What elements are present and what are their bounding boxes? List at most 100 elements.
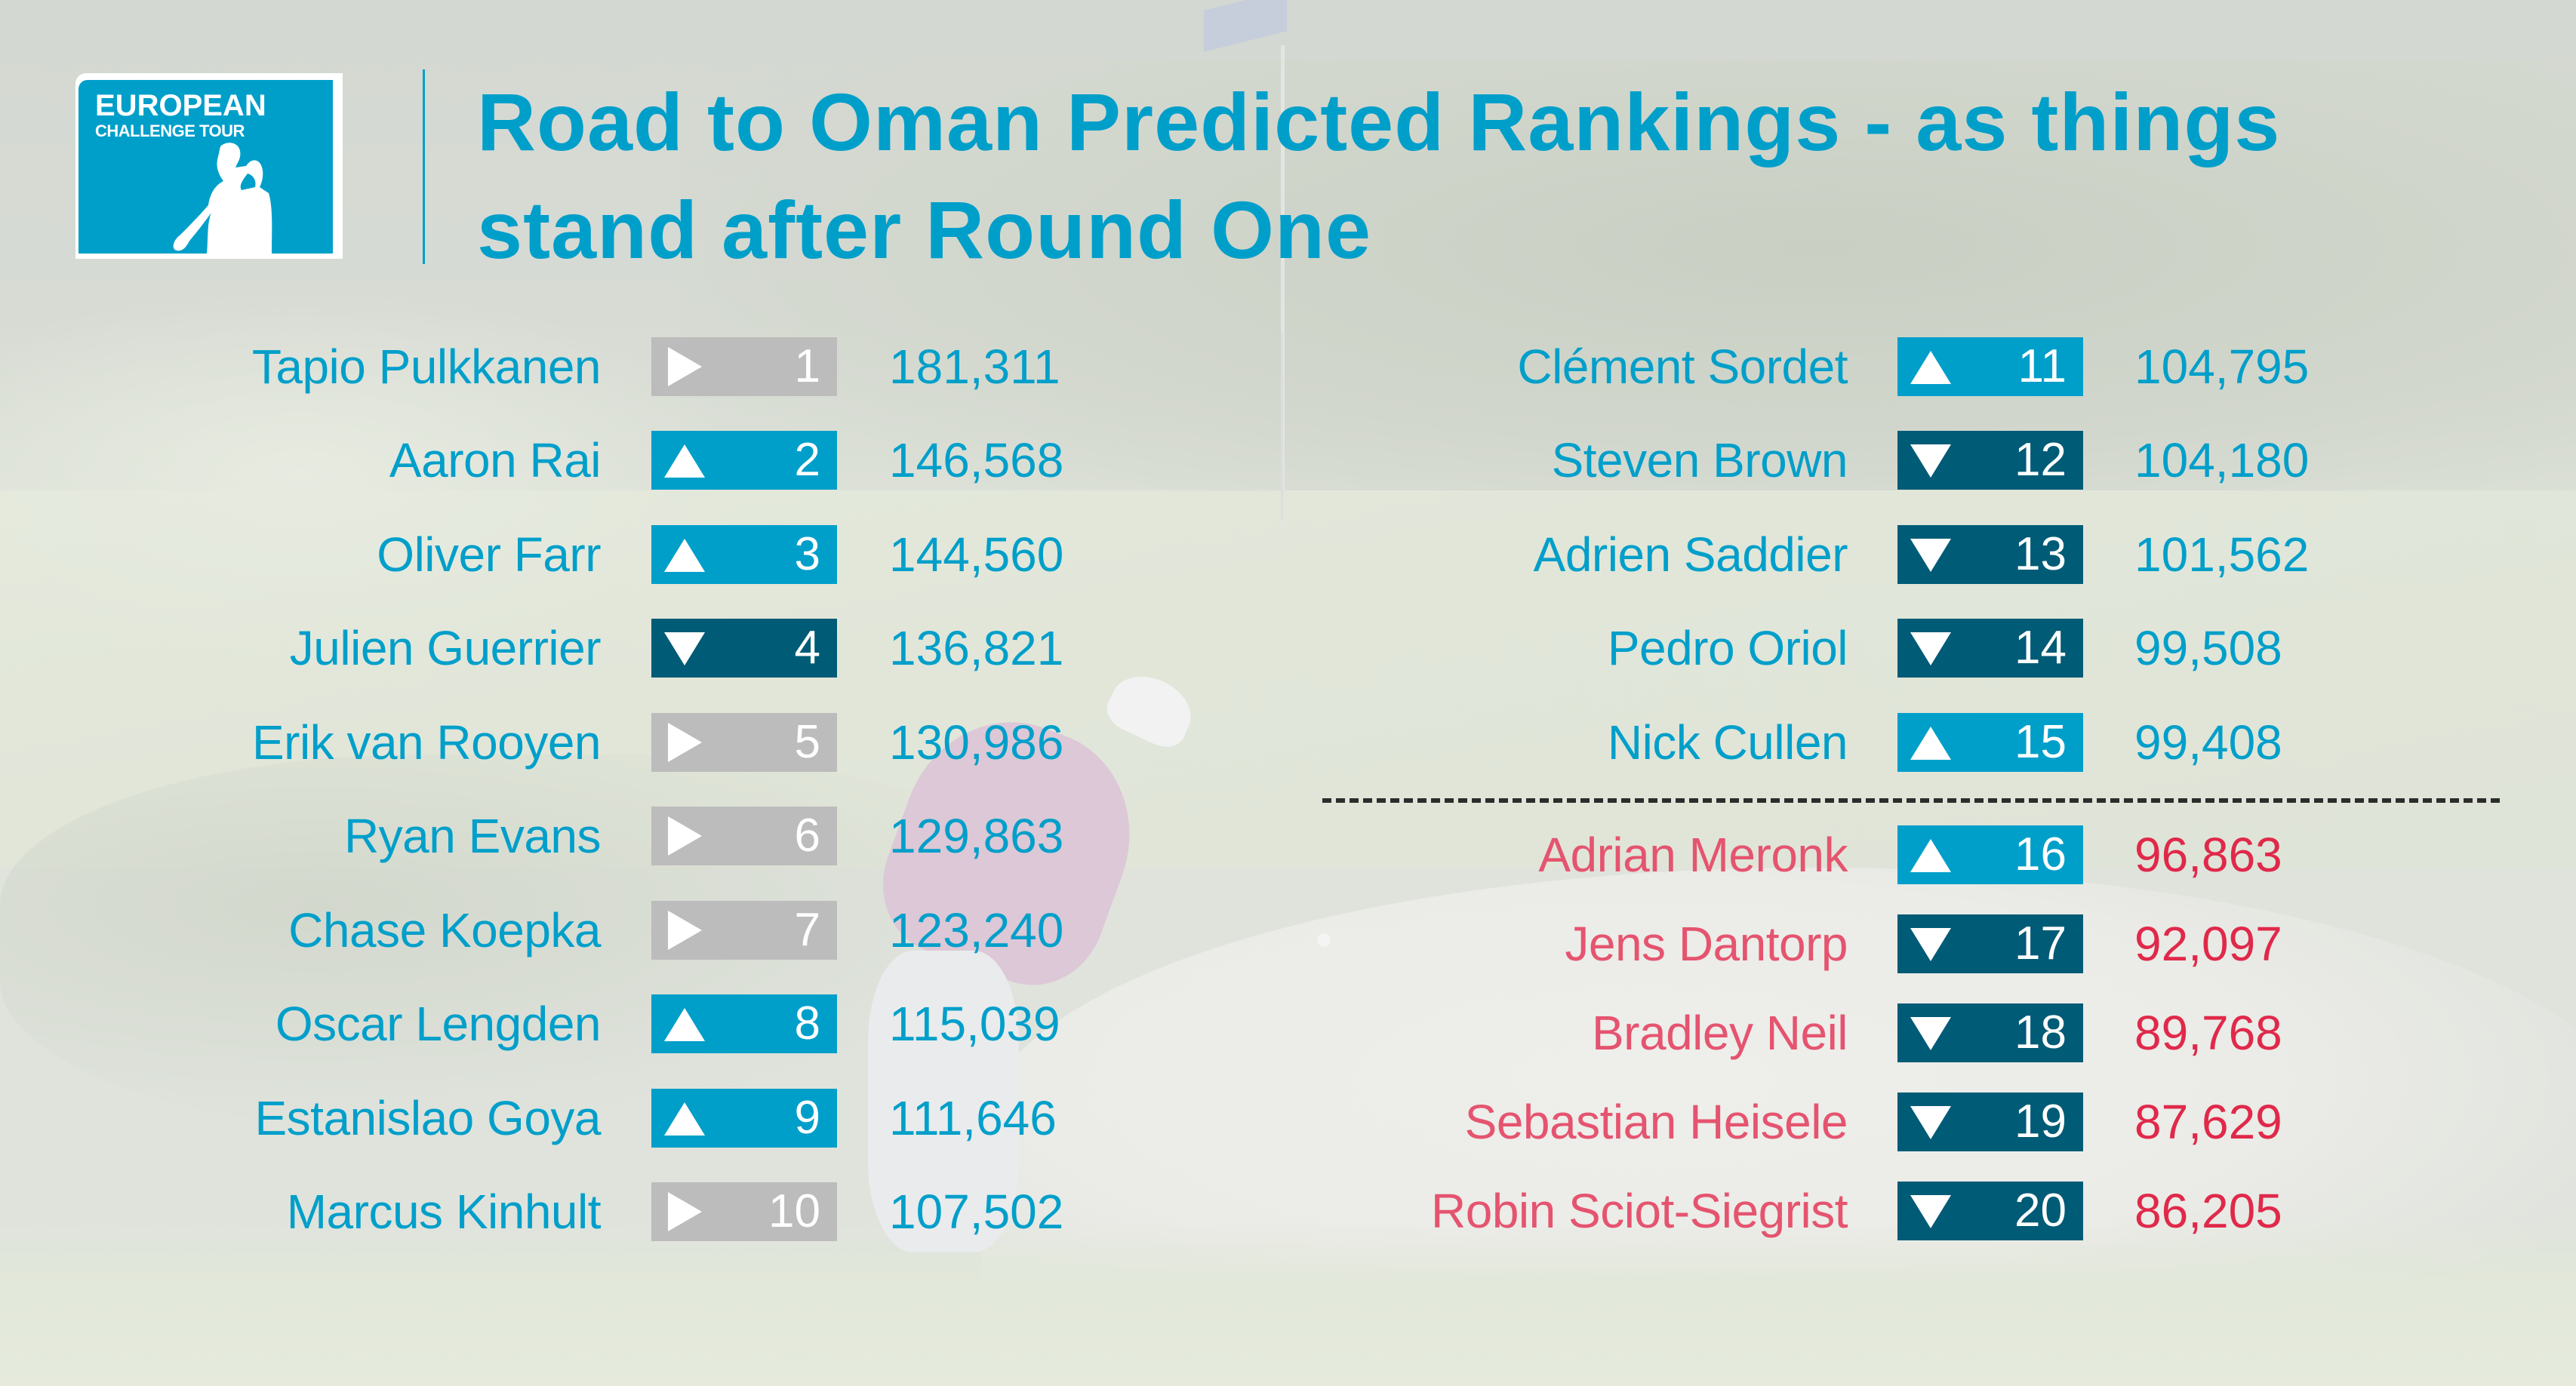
points-value: 104,795 — [2134, 340, 2310, 394]
flagpole — [1281, 45, 1285, 528]
ranking-row-below-cut: Sebastian Heisele 19 87,629 — [0, 1093, 2576, 1151]
ranking-row: Erik van Rooyen 5 130,986 — [0, 713, 1132, 772]
ranking-row: Oliver Farr 3 144,560 — [0, 525, 1132, 584]
rank-badge: 5 — [651, 713, 837, 772]
points-value: 92,097 — [2134, 917, 2282, 971]
rank-badge: 9 — [651, 1089, 837, 1148]
points-value: 99,508 — [2134, 621, 2282, 675]
rank-badge: 14 — [1897, 619, 2083, 678]
points-value: 130,986 — [889, 715, 1064, 770]
rank-number: 3 — [794, 528, 820, 580]
rank-number: 12 — [2014, 434, 2067, 486]
ranking-row: Adrien Saddier 13 101,562 — [0, 525, 2576, 584]
rank-number: 18 — [2014, 1006, 2067, 1059]
ranking-row: Steven Brown 12 104,180 — [0, 431, 2576, 490]
rank-number: 16 — [2014, 828, 2067, 880]
down-arrow-icon — [1910, 539, 1951, 572]
rank-badge: 18 — [1897, 1003, 2083, 1062]
logo-text-line2: CHALLENGE TOUR — [95, 121, 245, 140]
player-name: Jens Dantorp — [1565, 917, 1848, 971]
player-name: Estanislao Goya — [254, 1091, 601, 1145]
unchanged-arrow-icon — [668, 911, 702, 950]
player-name: Adrien Saddier — [1533, 527, 1848, 582]
rank-number: 10 — [768, 1185, 820, 1237]
points-value: 104,180 — [2134, 433, 2310, 487]
up-arrow-icon — [1910, 727, 1951, 760]
rank-number: 8 — [794, 997, 820, 1049]
golf-ball — [1317, 933, 1331, 947]
points-value: 181,311 — [889, 340, 1060, 394]
rank-number: 7 — [794, 904, 820, 956]
ranking-row: Oscar Lengden 8 115,039 — [0, 994, 1132, 1053]
points-value: 101,562 — [2134, 527, 2310, 582]
rank-number: 13 — [2014, 528, 2067, 580]
player-name: Ryan Evans — [343, 809, 602, 863]
up-arrow-icon — [664, 444, 705, 478]
ranking-row: Tapio Pulkkanen 1 181,311 — [0, 337, 1132, 396]
player-name: Clément Sordet — [1517, 340, 1848, 394]
rank-badge: 8 — [651, 994, 837, 1053]
rank-number: 2 — [794, 434, 820, 486]
points-value: 87,629 — [2134, 1095, 2282, 1149]
up-arrow-icon — [664, 539, 705, 572]
points-value: 99,408 — [2134, 715, 2282, 770]
rank-badge: 20 — [1897, 1182, 2083, 1240]
player-name: Aaron Rai — [389, 433, 602, 487]
ranking-row-below-cut: Adrian Meronk 16 96,863 — [0, 825, 2576, 884]
rank-number: 4 — [794, 622, 820, 674]
player-name: Tapio Pulkkanen — [251, 340, 602, 394]
down-arrow-icon — [1910, 444, 1951, 478]
rank-number: 20 — [2014, 1185, 2067, 1237]
background-grass — [0, 1222, 2576, 1386]
page-title: Road to Oman Predicted Rankings - as thi… — [477, 76, 2281, 275]
points-value: 115,039 — [889, 997, 1060, 1051]
rank-badge: 15 — [1897, 713, 2083, 772]
points-value: 89,768 — [2134, 1006, 2282, 1060]
ranking-row: Estanislao Goya 9 111,646 — [0, 1089, 1132, 1148]
rank-badge: 16 — [1897, 825, 2083, 884]
golfer-legs — [868, 951, 1019, 1252]
up-arrow-icon — [664, 1008, 705, 1041]
rank-badge: 6 — [651, 807, 837, 865]
points-value: 96,863 — [2134, 828, 2282, 882]
down-arrow-icon — [1910, 1195, 1951, 1228]
up-arrow-icon — [1910, 351, 1951, 384]
player-name: Oscar Lengden — [275, 997, 602, 1051]
player-name: Steven Brown — [1551, 433, 1848, 487]
golfer-silhouette-icon — [173, 143, 272, 254]
player-name: Adrian Meronk — [1538, 828, 1848, 882]
unchanged-arrow-icon — [668, 816, 702, 856]
player-name: Erik van Rooyen — [251, 715, 602, 770]
rank-badge: 17 — [1897, 914, 2083, 973]
down-arrow-icon — [664, 632, 705, 665]
points-value: 111,646 — [889, 1091, 1057, 1145]
rank-number: 5 — [794, 716, 820, 768]
player-name: Marcus Kinhult — [286, 1185, 602, 1239]
rank-number: 6 — [794, 810, 820, 862]
rank-number: 1 — [794, 340, 820, 392]
qualification-cut-line — [1322, 798, 2500, 803]
rank-number: 17 — [2014, 917, 2067, 970]
rank-badge: 19 — [1897, 1093, 2083, 1151]
ranking-row: Julien Guerrier 4 136,821 — [0, 619, 1132, 678]
ranking-row: Pedro Oriol 14 99,508 — [0, 619, 2576, 678]
column-divider — [1281, 332, 1283, 521]
points-value: 144,560 — [889, 527, 1064, 582]
player-name: Sebastian Heisele — [1464, 1095, 1848, 1149]
rank-badge: 10 — [651, 1182, 837, 1241]
rank-badge: 4 — [651, 619, 837, 678]
player-name: Oliver Farr — [377, 527, 601, 582]
down-arrow-icon — [1910, 1106, 1951, 1139]
rank-number: 9 — [794, 1092, 820, 1144]
points-value: 146,568 — [889, 433, 1064, 487]
ranking-row-below-cut: Bradley Neil 18 89,768 — [0, 1003, 2576, 1062]
unchanged-arrow-icon — [668, 347, 702, 386]
player-name: Robin Sciot-Siegrist — [1431, 1184, 1848, 1238]
player-name: Bradley Neil — [1591, 1006, 1848, 1060]
background-trees — [679, 60, 2576, 528]
down-arrow-icon — [1910, 1017, 1951, 1050]
player-name: Julien Guerrier — [289, 621, 602, 675]
down-arrow-icon — [1910, 632, 1951, 665]
unchanged-arrow-icon — [668, 1192, 702, 1231]
rank-badge: 7 — [651, 901, 837, 960]
